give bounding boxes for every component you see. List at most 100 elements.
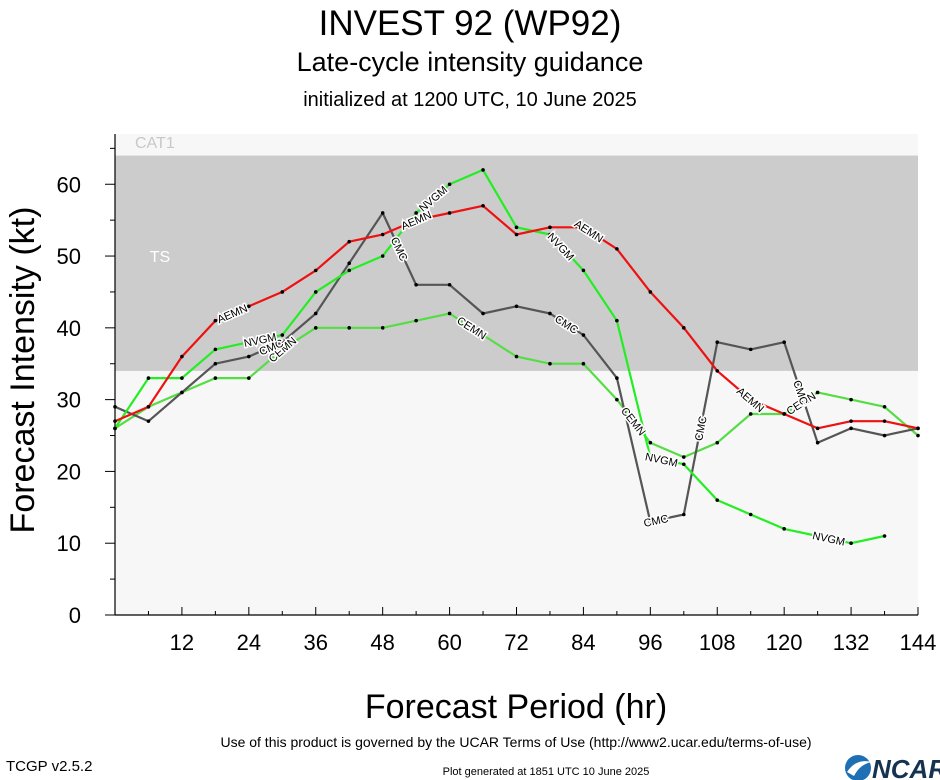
- series-line-nvgm: [114, 168, 885, 545]
- point-nvgm-18: [213, 347, 218, 352]
- point-cmc-114: [748, 347, 753, 352]
- point-aemn-60: [447, 211, 452, 215]
- band-cat1: [115, 134, 918, 156]
- point-aemn-78: [548, 225, 552, 230]
- band-label-ts: TS: [150, 249, 170, 266]
- x-tick-label-84: 84: [571, 630, 595, 655]
- point-cemn-48: [380, 326, 385, 330]
- point-aemn-84: [581, 225, 586, 230]
- point-cemn-60: [447, 311, 452, 316]
- point-nvgm-48: [380, 254, 385, 258]
- point-nvgm-132: [849, 541, 853, 546]
- point-nvgm-6: [146, 376, 151, 380]
- point-nvgm-108: [715, 498, 720, 502]
- point-nvgm-126: [815, 534, 820, 538]
- point-nvgm-90: [615, 318, 619, 323]
- point-nvgm-96: [648, 455, 653, 459]
- band-label-cat1: CAT1: [135, 135, 175, 152]
- point-aemn-114: [748, 397, 753, 402]
- terms-of-use: Use of this product is governed by the U…: [220, 734, 811, 750]
- point-aemn-138: [882, 419, 887, 423]
- y-tick-label-50: 50: [57, 244, 81, 269]
- point-nvgm-120: [782, 527, 786, 531]
- point-aemn-102: [681, 326, 686, 330]
- point-cmc-120: [782, 340, 786, 344]
- point-cemn-90: [615, 397, 619, 402]
- point-cmc-54: [414, 282, 418, 287]
- point-nvgm-54: [414, 211, 418, 215]
- point-aemn-126: [815, 426, 820, 431]
- x-tick-label-24: 24: [237, 630, 261, 655]
- point-cmc-138: [882, 433, 887, 438]
- point-aemn-24: [247, 304, 251, 309]
- x-tick-label-48: 48: [370, 630, 394, 655]
- point-aemn-18: [213, 318, 218, 323]
- y-axis-label: Forecast Intensity (kt): [4, 207, 42, 534]
- point-cemn-108: [715, 440, 720, 445]
- x-tick-label-72: 72: [504, 630, 528, 655]
- point-nvgm-78: [548, 232, 552, 237]
- y-tick-label-30: 30: [57, 388, 81, 413]
- point-aemn-108: [715, 369, 720, 373]
- point-cmc-12: [180, 390, 184, 395]
- point-cemn-54: [414, 318, 418, 323]
- point-nvgm-102: [681, 462, 686, 467]
- point-cmc-24: [247, 354, 251, 359]
- point-cmc-48: [380, 211, 385, 215]
- point-nvgm-42: [347, 268, 352, 273]
- point-aemn-132: [849, 419, 853, 423]
- x-tick-label-120: 120: [766, 630, 803, 655]
- point-nvgm-72: [514, 225, 519, 230]
- series-layer: [113, 168, 920, 546]
- point-cemn-30: [280, 347, 285, 352]
- point-cemn-66: [481, 333, 485, 337]
- point-cmc-18: [213, 361, 218, 366]
- point-cmc-60: [447, 282, 452, 287]
- y-tick-label-10: 10: [57, 531, 81, 556]
- point-cmc-30: [280, 340, 285, 344]
- point-cemn-78: [548, 361, 552, 366]
- point-cemn-102: [681, 455, 686, 459]
- x-axis-label: Forecast Period (hr): [365, 688, 667, 726]
- point-aemn-6: [146, 405, 151, 409]
- point-aemn-90: [615, 247, 619, 251]
- x-tick-label-144: 144: [900, 630, 937, 655]
- point-cmc-78: [548, 311, 552, 316]
- x-tick-label-132: 132: [833, 630, 870, 655]
- y-tick-label-0: 0: [69, 603, 81, 628]
- point-cemn-72: [514, 354, 519, 359]
- point-nvgm-36: [313, 290, 318, 294]
- ncar-logo-text: NCAR: [872, 754, 940, 780]
- plot-axes: 12 24 36 48 60 72 84 96 108 120 132 144 0 10 20 30 40 50 6…: [57, 134, 937, 655]
- ncar-logo-swoosh: [847, 761, 872, 776]
- point-cemn-84: [581, 361, 586, 366]
- version-label: TCGP v2.5.2: [6, 758, 92, 775]
- point-cmc-6: [146, 419, 151, 423]
- point-cemn-18: [213, 376, 218, 380]
- point-aemn-30: [280, 290, 285, 294]
- point-cmc-96: [648, 519, 653, 524]
- point-cemn-24: [247, 376, 251, 380]
- x-tick-label-12: 12: [170, 630, 194, 655]
- point-cemn-42: [347, 326, 352, 330]
- point-cmc-36: [313, 311, 318, 316]
- point-cmc-84: [581, 333, 586, 337]
- y-tick-label-60: 60: [57, 172, 81, 197]
- point-nvgm-60: [447, 182, 452, 187]
- point-aemn-96: [648, 290, 653, 294]
- ncar-logo: NCAR: [845, 754, 940, 780]
- point-cmc-108: [715, 340, 720, 344]
- chart-subtitle: Late-cycle intensity guidance: [297, 47, 644, 77]
- point-cemn-126: [815, 390, 820, 395]
- point-aemn-12: [180, 354, 184, 359]
- x-tick-label-108: 108: [699, 630, 736, 655]
- point-aemn-144: [916, 426, 920, 431]
- point-cmc-42: [347, 261, 352, 266]
- point-cemn-96: [648, 440, 653, 445]
- point-aemn-54: [414, 218, 418, 222]
- generated-time: Plot generated at 1851 UTC 10 June 2025: [443, 766, 650, 778]
- y-tick-label-20: 20: [57, 459, 81, 484]
- point-aemn-48: [380, 232, 385, 237]
- point-cmc-102: [681, 512, 686, 517]
